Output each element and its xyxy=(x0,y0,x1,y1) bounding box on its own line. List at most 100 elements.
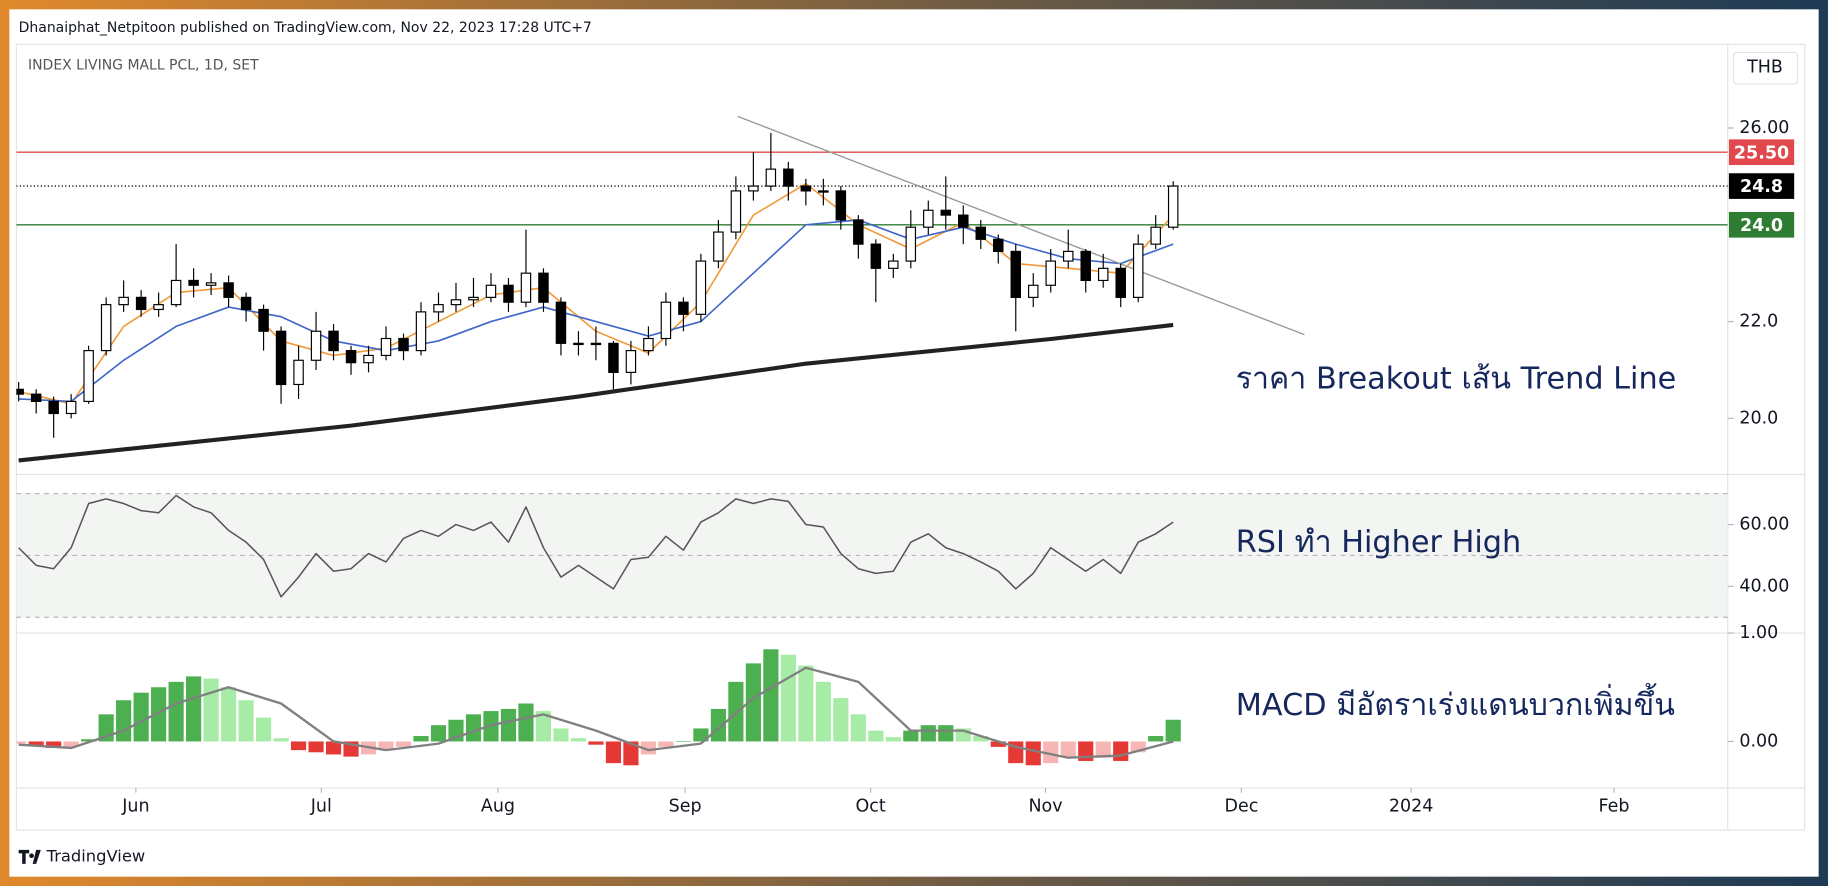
annotation: RSI ทำ Higher High xyxy=(1236,525,1521,560)
candle-body xyxy=(660,301,672,340)
macd-bar xyxy=(81,739,97,742)
macd-bar xyxy=(780,654,796,742)
macd-bar xyxy=(465,714,482,742)
candle-body xyxy=(1045,260,1056,286)
candle-body xyxy=(118,296,129,306)
macd-bar xyxy=(570,738,587,742)
candle-body xyxy=(275,330,287,386)
y-tick-label: 40.00 xyxy=(1739,576,1789,596)
macd-bar xyxy=(675,741,691,743)
macd-bar xyxy=(1095,741,1111,758)
candle-body xyxy=(625,350,637,373)
candle-body xyxy=(695,260,707,315)
macd-bar xyxy=(850,714,866,742)
macd-bar xyxy=(308,741,324,753)
candle-body xyxy=(380,337,392,357)
macd-bar xyxy=(238,700,254,742)
macd-bar xyxy=(378,741,394,751)
candle-body xyxy=(923,209,934,228)
macd-bar xyxy=(745,663,761,742)
macd-bar xyxy=(413,736,429,742)
candle-body xyxy=(975,226,987,240)
price-label: 24.8 xyxy=(1740,177,1783,197)
candle-body xyxy=(555,301,567,344)
macd-bar xyxy=(133,692,149,742)
macd-bar xyxy=(46,741,62,748)
x-tick-label: Dec xyxy=(1225,797,1259,817)
candle-body xyxy=(65,400,77,415)
macd-bar xyxy=(16,741,27,744)
x-tick-label: Oct xyxy=(855,797,885,817)
price-label: 24.0 xyxy=(1740,216,1783,236)
candle-body xyxy=(450,299,462,306)
candle-body xyxy=(678,301,689,315)
x-tick-label: Jul xyxy=(310,797,332,817)
brand-logo xyxy=(18,849,41,864)
macd-bar xyxy=(990,741,1006,747)
currency: THB xyxy=(1746,58,1783,78)
candle-body xyxy=(485,284,497,298)
macd-bar xyxy=(1165,719,1181,742)
candle-body xyxy=(1080,250,1091,282)
macd-bar xyxy=(588,741,604,745)
price-label-box xyxy=(1728,173,1795,199)
candle-body xyxy=(135,296,147,311)
candle-body xyxy=(590,342,602,346)
candle-body xyxy=(153,304,164,311)
candle-body xyxy=(188,279,199,286)
macd-bar xyxy=(903,730,919,742)
macd-bar xyxy=(920,725,936,742)
macd-bar xyxy=(1060,741,1076,758)
candle-body xyxy=(1115,267,1126,298)
macd-bar xyxy=(728,681,744,742)
macd-bar xyxy=(885,737,901,742)
candle-body xyxy=(835,190,847,221)
candle-body xyxy=(870,243,882,269)
candle-body xyxy=(1097,267,1109,282)
macd-bar xyxy=(273,738,289,742)
candle-body xyxy=(310,330,322,361)
candle-body xyxy=(468,296,479,301)
macd-bar xyxy=(518,703,534,742)
indicator-line xyxy=(737,115,1305,336)
candle-body xyxy=(100,304,112,352)
panel xyxy=(9,9,1819,877)
macd-bar xyxy=(763,649,779,742)
candle-body xyxy=(853,219,864,245)
macd-bar xyxy=(1113,741,1129,761)
candle-body xyxy=(345,350,357,364)
candle-body xyxy=(328,330,339,352)
candle-body xyxy=(713,231,724,262)
rsi-line xyxy=(18,494,1174,598)
macd-bar xyxy=(203,678,219,742)
candle-body xyxy=(905,226,917,262)
candle-body xyxy=(1167,185,1179,228)
candle-body xyxy=(800,185,812,192)
pane xyxy=(16,115,1728,463)
x-tick-label: Nov xyxy=(1028,797,1062,817)
candle-body xyxy=(258,308,269,332)
macd-bar xyxy=(973,736,989,742)
y-tick-label: 20.0 xyxy=(1739,408,1778,428)
x-tick-label: Sep xyxy=(669,797,702,817)
x-tick-label: 2024 xyxy=(1389,797,1433,817)
macd-bar xyxy=(710,708,726,742)
candle-body xyxy=(30,393,42,402)
macd-bar xyxy=(938,725,954,742)
macd-bar xyxy=(28,741,44,746)
signal-line xyxy=(18,666,1174,759)
y-tick-label: 60.00 xyxy=(1739,515,1789,535)
candle-body xyxy=(783,168,794,187)
y-tick-label: 1.00 xyxy=(1739,623,1778,643)
annotation: MACD มีอัตราเร่งแดนบวกเพิ่มขึ้น xyxy=(1236,683,1675,723)
brand: TradingView xyxy=(46,846,146,865)
candle-body xyxy=(503,284,514,303)
candle-body xyxy=(293,359,304,386)
candle-body xyxy=(205,282,217,286)
price-label: 25.50 xyxy=(1734,143,1789,163)
macd-bar xyxy=(1043,741,1059,764)
candle-body xyxy=(958,214,969,228)
macd-bar xyxy=(833,698,849,742)
